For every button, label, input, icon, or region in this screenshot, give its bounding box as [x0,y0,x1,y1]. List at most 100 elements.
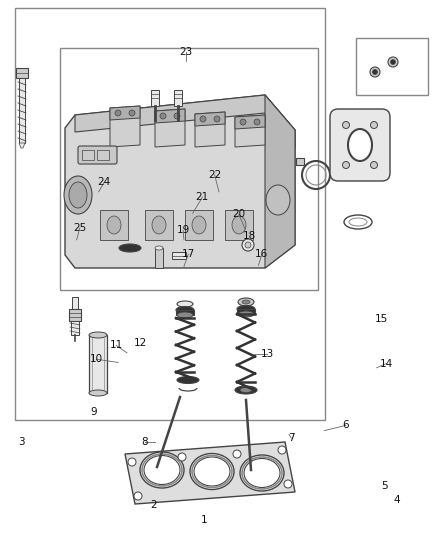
Bar [16,68,28,78]
Text: 20: 20 [232,209,245,219]
Circle shape [278,446,286,454]
Ellipse shape [238,311,254,317]
Text: 5: 5 [381,481,388,491]
Polygon shape [235,115,265,147]
Polygon shape [110,106,140,120]
Ellipse shape [240,455,284,491]
Circle shape [254,119,260,125]
Polygon shape [155,109,185,123]
Polygon shape [125,442,295,504]
Text: 6: 6 [343,421,350,430]
Circle shape [233,450,241,458]
Circle shape [129,110,135,116]
Circle shape [343,122,350,128]
Circle shape [160,113,166,119]
Bar [151,90,159,106]
FancyBboxPatch shape [330,109,390,181]
Text: 1: 1 [200,515,207,525]
Bar [296,158,304,165]
Text: 7: 7 [288,433,295,443]
Circle shape [240,119,246,125]
Text: 4: 4 [393,495,400,505]
Ellipse shape [142,465,172,473]
Circle shape [242,239,254,251]
Ellipse shape [152,216,166,234]
Text: 13: 13 [261,350,274,359]
Bar [155,248,163,268]
Bar [19,78,25,143]
Ellipse shape [119,244,141,252]
Bar [172,252,186,259]
Polygon shape [265,95,295,268]
Bar [60,48,318,290]
Text: 24: 24 [98,177,111,187]
Text: 10: 10 [90,354,103,364]
Polygon shape [235,115,265,129]
Ellipse shape [242,300,250,304]
Circle shape [388,57,398,67]
Ellipse shape [176,306,194,313]
Bar [100,210,128,240]
Polygon shape [195,112,225,126]
Text: 2: 2 [150,500,157,510]
Ellipse shape [140,452,184,488]
Ellipse shape [237,305,255,312]
Ellipse shape [240,387,252,392]
Ellipse shape [177,376,199,384]
Circle shape [391,60,396,64]
Bar [185,210,213,240]
Circle shape [134,492,142,500]
Bar [89,335,107,393]
Ellipse shape [266,185,290,215]
Bar [82,150,94,160]
Ellipse shape [107,216,121,234]
Ellipse shape [194,457,230,486]
Ellipse shape [244,458,280,488]
Text: 11: 11 [110,341,123,350]
Bar [174,90,182,106]
Circle shape [174,113,180,119]
Bar [69,309,81,321]
Ellipse shape [89,390,107,396]
Text: 17: 17 [182,249,195,259]
Text: 8: 8 [141,438,148,447]
Circle shape [343,161,350,168]
Text: 23: 23 [180,47,193,57]
Circle shape [178,453,186,461]
Ellipse shape [64,176,92,214]
Ellipse shape [69,182,87,208]
Text: 22: 22 [208,170,221,180]
Text: 3: 3 [18,438,25,447]
Circle shape [284,480,292,488]
Ellipse shape [144,456,180,484]
Text: 25: 25 [73,223,86,233]
Text: 15: 15 [374,314,388,324]
Polygon shape [19,143,25,148]
Text: 21: 21 [196,192,209,202]
Polygon shape [195,112,225,147]
Ellipse shape [155,246,163,250]
Text: 12: 12 [134,338,147,348]
Bar [71,321,79,335]
Circle shape [214,116,220,122]
Polygon shape [155,109,185,147]
Ellipse shape [89,332,107,338]
Polygon shape [65,95,295,268]
Ellipse shape [348,129,372,161]
Bar [176,310,194,315]
FancyBboxPatch shape [78,146,117,164]
Ellipse shape [275,155,289,165]
Circle shape [371,161,378,168]
Ellipse shape [235,386,257,394]
Bar [72,297,78,309]
Bar [97,150,109,160]
Bar [237,309,255,314]
Circle shape [128,458,136,466]
Polygon shape [75,95,295,148]
Bar [15,8,325,420]
Circle shape [115,110,121,116]
Ellipse shape [232,216,246,234]
Circle shape [372,69,378,75]
Text: 18: 18 [243,231,256,241]
Ellipse shape [235,468,267,476]
